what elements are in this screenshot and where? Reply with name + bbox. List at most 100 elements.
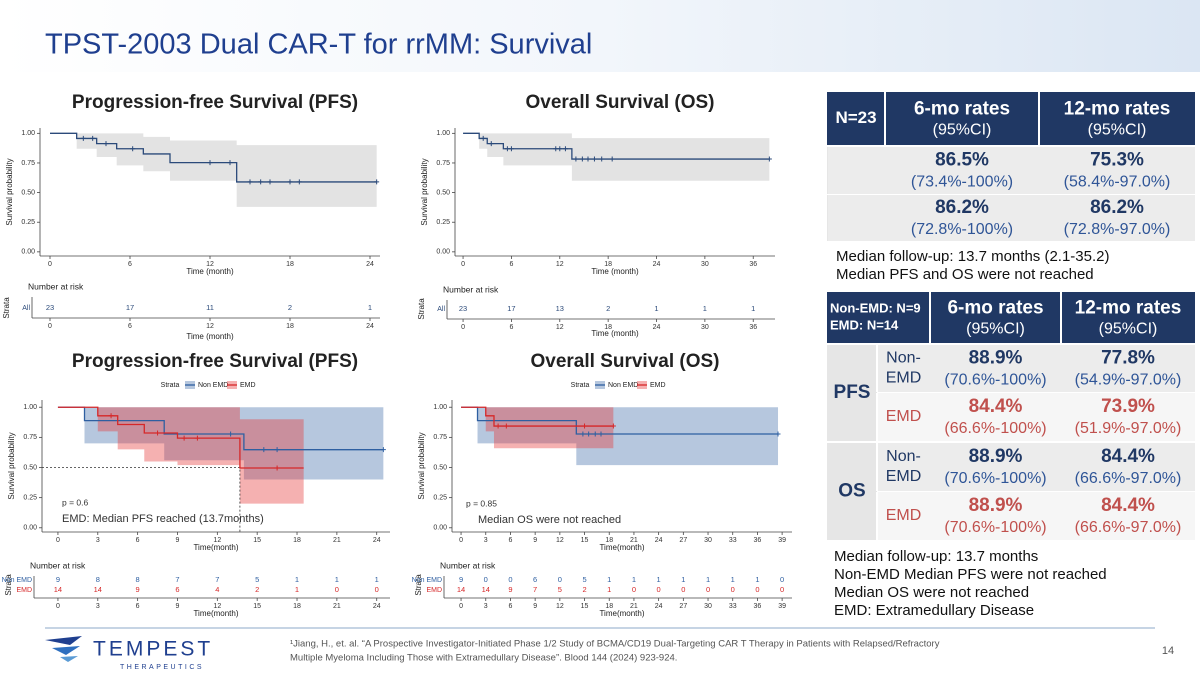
x-tick-label: 36 bbox=[754, 537, 762, 544]
risk-title: Number at risk bbox=[443, 284, 499, 294]
x-tick-label: 6 bbox=[509, 261, 513, 268]
risk-x-tick-label: 21 bbox=[333, 603, 341, 610]
risk-x-tick-label: 12 bbox=[206, 323, 214, 330]
censor-mark bbox=[207, 160, 213, 166]
risk-row-label: Non EMD bbox=[412, 577, 442, 584]
row-bg bbox=[877, 443, 1195, 491]
x-tick-label: 18 bbox=[286, 261, 294, 268]
legend-label: EMD bbox=[240, 382, 256, 389]
risk-x-label: Time(month) bbox=[193, 609, 238, 618]
annotation: EMD: Median PFS reached (13.7months) bbox=[62, 513, 264, 525]
logo-subtext: THERAPEUTICS bbox=[120, 664, 204, 671]
x-tick-label: 0 bbox=[459, 537, 463, 544]
risk-value: 14 bbox=[94, 585, 102, 594]
x-tick-label: 24 bbox=[373, 537, 381, 544]
annotation: p = 0.6 bbox=[62, 497, 89, 507]
legend-title: Strata bbox=[161, 382, 180, 389]
risk-x-tick-label: 24 bbox=[655, 603, 663, 610]
risk-value: 0 bbox=[508, 575, 512, 584]
rate-value: 86.5% bbox=[935, 150, 989, 171]
rate-ci: (54.9%-97.0%) bbox=[1075, 372, 1182, 389]
row-bg bbox=[828, 195, 1195, 241]
risk-value: 1 bbox=[751, 304, 755, 313]
y-tick-label: 1.00 bbox=[21, 130, 35, 137]
x-tick-label: 36 bbox=[749, 261, 757, 268]
row-label: EMD bbox=[886, 507, 922, 524]
risk-x-tick-label: 36 bbox=[754, 603, 762, 610]
x-tick-label: 0 bbox=[56, 537, 60, 544]
censor-mark bbox=[592, 431, 598, 437]
row-label: EMD bbox=[886, 370, 922, 387]
censor-mark bbox=[586, 431, 592, 437]
censor-mark bbox=[181, 435, 187, 441]
x-tick-label: 6 bbox=[128, 261, 132, 268]
table-header bbox=[827, 292, 1195, 343]
logo-icon bbox=[45, 636, 82, 662]
rate-ci: (51.9%-97.0%) bbox=[1075, 420, 1182, 437]
x-tick-label: 15 bbox=[253, 537, 261, 544]
risk-value: 1 bbox=[607, 575, 611, 584]
note: Median OS were not reached bbox=[834, 584, 1029, 601]
survival-curve bbox=[57, 406, 304, 469]
risk-x-tick-label: 0 bbox=[48, 323, 52, 330]
risk-y-label: Strata bbox=[2, 297, 11, 319]
risk-value: 1 bbox=[335, 575, 339, 584]
risk-value: 7 bbox=[533, 585, 537, 594]
group-cell bbox=[827, 345, 877, 441]
rate-value: 77.8% bbox=[1101, 348, 1155, 369]
chart-title: Overall Survival (OS) bbox=[530, 351, 719, 372]
risk-x-tick-label: 3 bbox=[484, 603, 488, 610]
chart-title: Progression-free Survival (PFS) bbox=[72, 351, 358, 372]
rate-value: 84.4% bbox=[969, 396, 1023, 417]
x-axis-label: Time(month) bbox=[599, 543, 644, 552]
risk-x-tick-label: 15 bbox=[581, 603, 589, 610]
x-tick-label: 18 bbox=[293, 537, 301, 544]
survival-curve bbox=[57, 406, 384, 451]
censor-mark bbox=[380, 447, 386, 453]
x-axis-label: Time (month) bbox=[591, 267, 639, 276]
risk-x-tick-label: 6 bbox=[128, 323, 132, 330]
x-tick-label: 0 bbox=[48, 261, 52, 268]
censor-mark bbox=[610, 423, 616, 429]
note: Median follow-up: 13.7 months (2.1-35.2) bbox=[836, 248, 1109, 265]
risk-row-label: Non EMD bbox=[2, 577, 32, 584]
censor-mark bbox=[598, 431, 604, 437]
row-label: Non- bbox=[886, 350, 921, 367]
y-tick-label: 1.00 bbox=[23, 404, 37, 411]
censor-mark bbox=[766, 156, 772, 162]
rate-ci: (66.6%-100%) bbox=[944, 420, 1046, 437]
row-label: Non- bbox=[886, 448, 921, 465]
rate-ci: (72.8%-97.0%) bbox=[1064, 221, 1171, 238]
note: Median follow-up: 13.7 months bbox=[834, 548, 1038, 565]
risk-value: 0 bbox=[731, 585, 735, 594]
x-axis-label: Time(month) bbox=[193, 543, 238, 552]
censor-mark bbox=[579, 156, 585, 162]
censor-mark bbox=[155, 430, 161, 436]
y-tick-label: 0.25 bbox=[436, 219, 450, 226]
risk-row-label: EMD bbox=[16, 587, 32, 594]
chart-title: Progression-free Survival (PFS) bbox=[72, 92, 358, 113]
risk-value: 7 bbox=[175, 575, 179, 584]
risk-x-tick-label: 21 bbox=[630, 603, 638, 610]
rate-ci: (66.6%-97.0%) bbox=[1075, 470, 1182, 487]
x-tick-label: 6 bbox=[136, 537, 140, 544]
rate-value: 88.9% bbox=[969, 348, 1023, 369]
x-tick-label: 27 bbox=[679, 537, 687, 544]
risk-x-label: Time(month) bbox=[599, 609, 644, 618]
censor-mark bbox=[228, 431, 234, 437]
risk-value: 9 bbox=[459, 575, 463, 584]
page-number: 14 bbox=[1162, 645, 1174, 657]
y-tick-label: 0.50 bbox=[21, 189, 35, 196]
censor-mark bbox=[580, 431, 586, 437]
y-tick-label: 0.50 bbox=[433, 464, 447, 471]
censor-mark bbox=[130, 146, 136, 152]
risk-value: 13 bbox=[556, 304, 564, 313]
y-tick-label: 0.75 bbox=[436, 160, 450, 167]
x-tick-label: 0 bbox=[461, 261, 465, 268]
risk-value: 4 bbox=[215, 585, 219, 594]
risk-value: 2 bbox=[288, 303, 292, 312]
column-subtitle: (95%CI) bbox=[966, 321, 1025, 338]
risk-title: Number at risk bbox=[440, 560, 496, 570]
